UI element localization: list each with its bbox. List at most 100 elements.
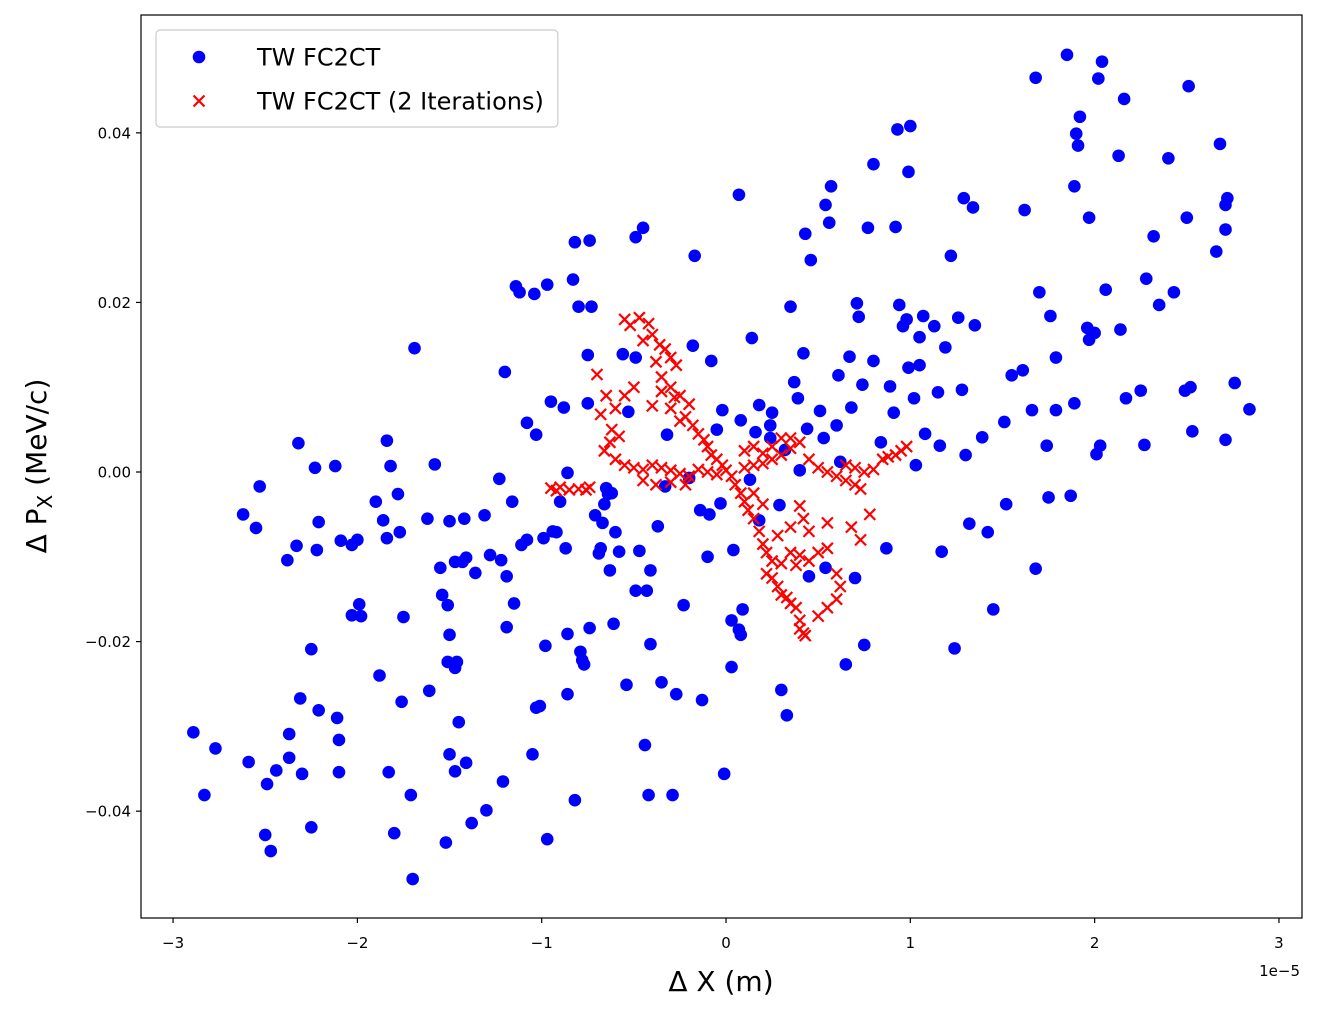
point <box>561 627 574 641</box>
point <box>441 598 455 612</box>
point <box>376 514 390 527</box>
point <box>198 788 211 802</box>
point <box>1182 79 1195 93</box>
point <box>981 525 995 539</box>
point <box>253 480 266 493</box>
plot-area <box>187 48 1256 886</box>
y-tick-label: 0.02 <box>98 294 131 312</box>
point <box>771 580 784 593</box>
point <box>633 311 646 324</box>
point <box>651 519 665 533</box>
point <box>957 191 971 205</box>
point <box>752 398 766 412</box>
point <box>714 497 727 510</box>
legend-label: TW FC2CT (2 Iterations) <box>256 88 544 116</box>
point <box>811 609 825 623</box>
point <box>736 603 749 616</box>
point <box>282 727 296 741</box>
point <box>822 216 836 230</box>
point <box>682 471 696 485</box>
point <box>649 478 663 492</box>
point <box>664 351 677 364</box>
point <box>553 480 567 494</box>
point <box>500 620 513 634</box>
x-tick-label: −2 <box>346 934 368 952</box>
point <box>633 544 646 558</box>
point <box>821 465 834 479</box>
point <box>867 157 880 171</box>
point <box>824 179 838 193</box>
point <box>668 391 681 404</box>
point <box>520 533 534 547</box>
point <box>1221 191 1234 205</box>
point <box>380 531 394 545</box>
point <box>710 468 724 481</box>
point <box>264 844 278 858</box>
point <box>469 566 482 580</box>
point <box>636 474 650 487</box>
point <box>539 639 552 653</box>
point <box>598 444 611 458</box>
point <box>292 436 305 450</box>
point <box>583 234 596 247</box>
point <box>948 642 961 655</box>
point <box>328 459 342 473</box>
point <box>260 777 274 791</box>
point <box>874 436 888 449</box>
point <box>1228 376 1242 390</box>
point <box>732 188 746 202</box>
point <box>242 755 255 769</box>
point <box>775 431 788 445</box>
point <box>664 464 677 477</box>
point <box>568 793 582 807</box>
point <box>867 354 880 368</box>
point <box>673 414 687 428</box>
point <box>1042 491 1055 504</box>
point <box>616 347 630 361</box>
point <box>848 461 862 475</box>
x-tick-label: −3 <box>162 934 184 952</box>
point <box>649 355 663 369</box>
point <box>798 629 812 642</box>
point <box>817 431 831 445</box>
point <box>1138 438 1151 452</box>
x-tick-label: 0 <box>721 934 731 952</box>
point <box>918 427 932 441</box>
point <box>629 230 643 244</box>
point <box>1219 433 1232 447</box>
point <box>682 397 696 411</box>
point <box>738 461 751 475</box>
point <box>784 300 797 313</box>
legend-marker <box>192 50 206 64</box>
point <box>747 440 760 453</box>
y-axis-label-main: Δ P <box>20 508 53 553</box>
point <box>780 591 794 604</box>
point <box>1180 211 1194 224</box>
point <box>830 469 843 483</box>
point <box>839 458 853 472</box>
point <box>889 220 902 234</box>
point <box>793 499 807 513</box>
y-axis-label-subscript: X <box>33 494 57 508</box>
point <box>765 406 779 419</box>
point <box>387 826 401 840</box>
point <box>852 310 866 324</box>
point <box>480 804 493 817</box>
point <box>629 584 643 598</box>
point <box>821 542 834 555</box>
point <box>395 695 408 709</box>
point <box>845 401 858 414</box>
point <box>236 508 250 521</box>
point <box>697 433 711 447</box>
point <box>583 621 596 635</box>
point <box>655 461 668 475</box>
point <box>598 497 611 511</box>
point <box>677 598 690 612</box>
point <box>1162 151 1175 165</box>
point <box>892 298 906 312</box>
point <box>900 440 913 453</box>
point <box>443 748 456 761</box>
point <box>881 450 895 464</box>
point <box>408 341 421 355</box>
